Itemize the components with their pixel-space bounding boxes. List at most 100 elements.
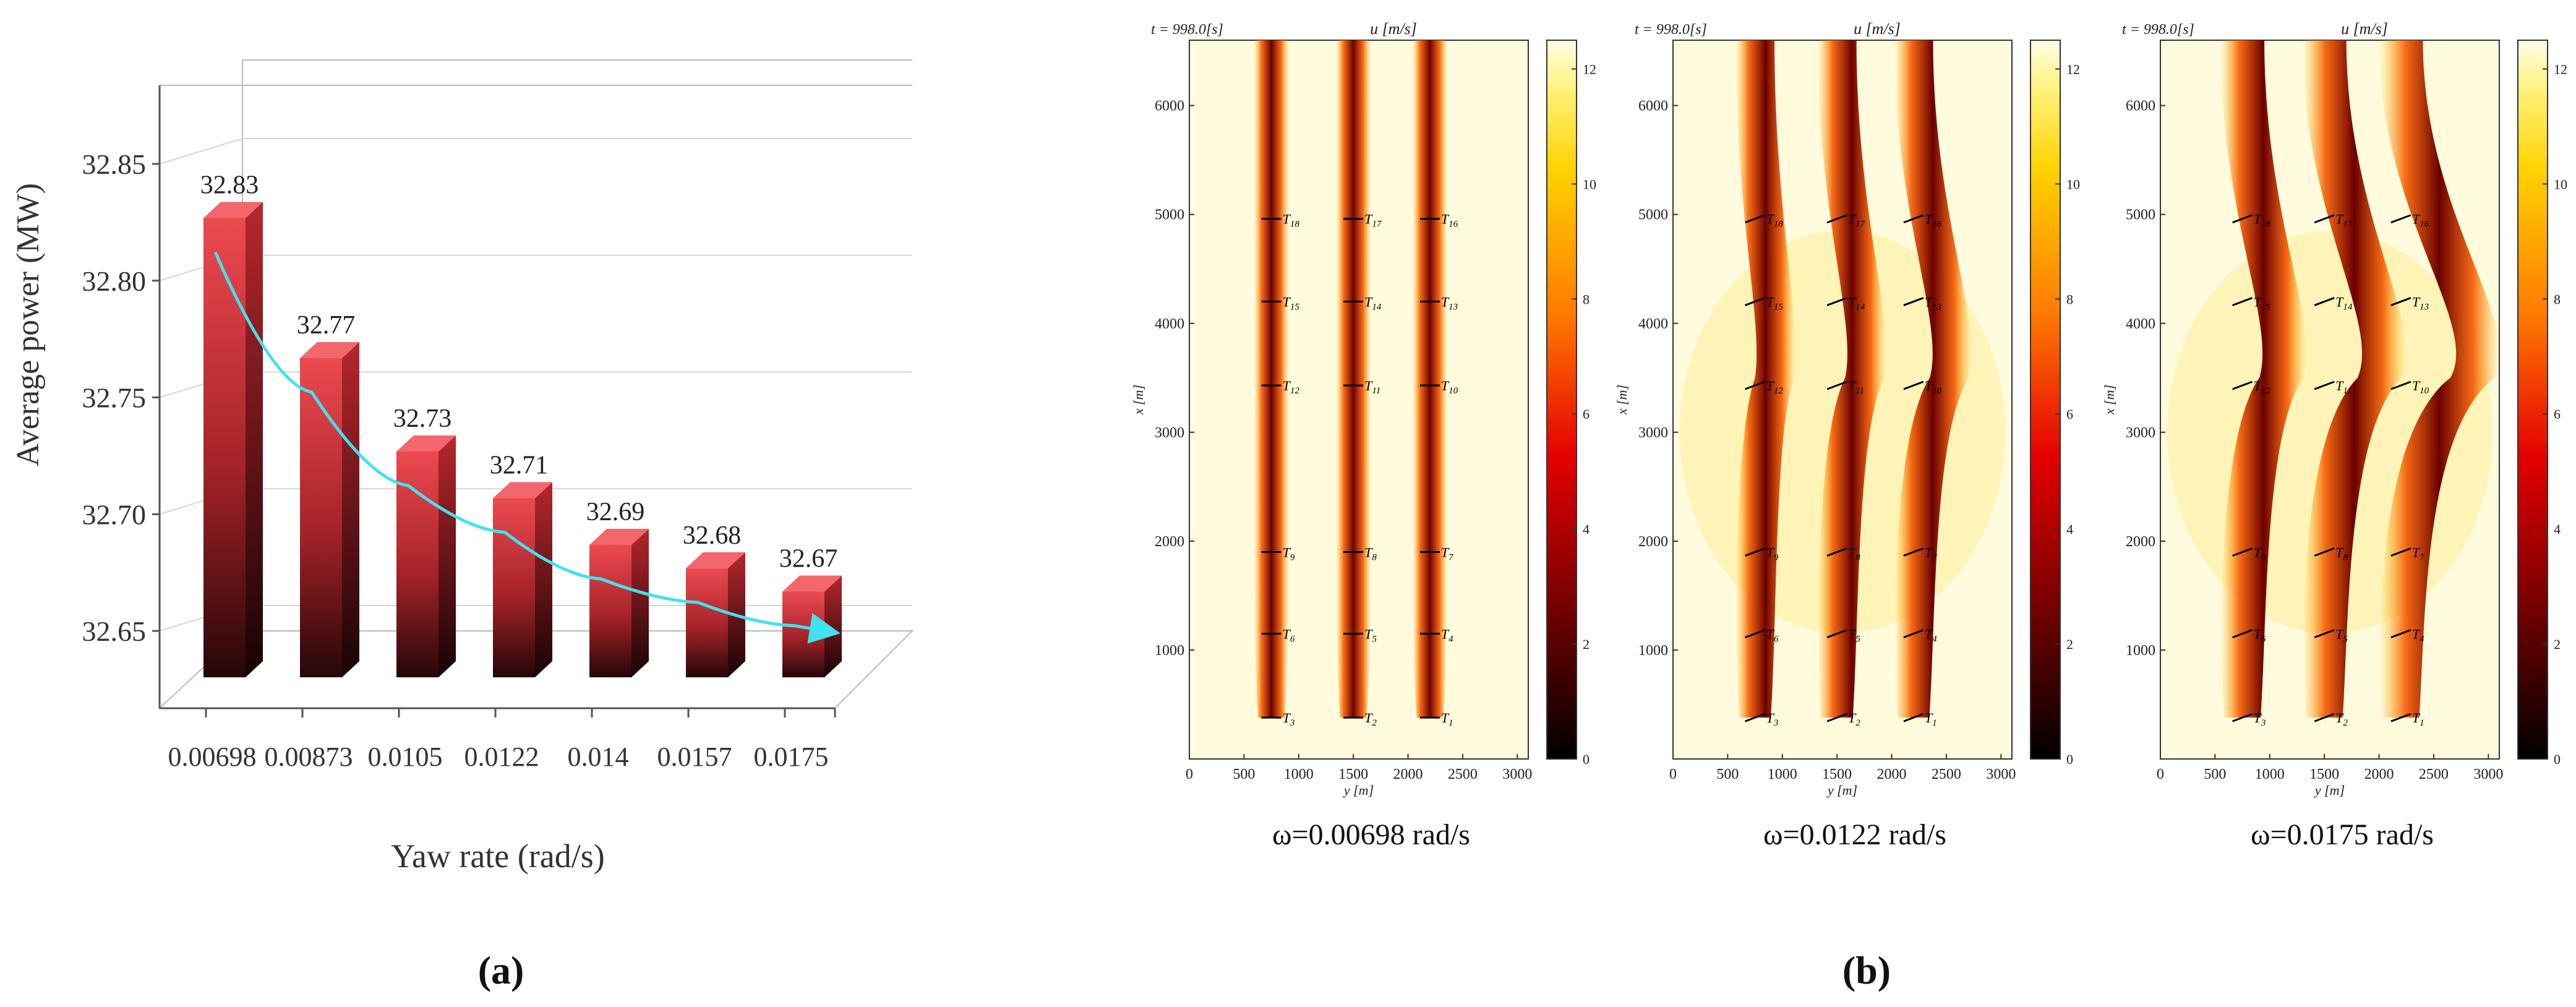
- bar: [493, 482, 552, 677]
- panel-b-label: (b): [1842, 948, 1891, 992]
- turbine-marker: [2232, 297, 2253, 306]
- x-tick-label: 500: [1716, 766, 1739, 782]
- x-tick-label: 500: [1233, 766, 1255, 782]
- bar-data-label: 32.73: [393, 405, 452, 433]
- wake-plume: [1735, 40, 1796, 718]
- turbine-label: T14: [1364, 294, 1382, 312]
- colorbar-tick-label: 2: [2554, 636, 2561, 652]
- colorbar: [2517, 40, 2548, 760]
- turbine-marker: [1745, 380, 1766, 390]
- bar-series: 32.83 32.77 32.73 32.71 32.69 32.68 32.67: [200, 171, 842, 677]
- x-tick-label: 2500: [1448, 766, 1478, 782]
- turbine-marker: [2390, 713, 2411, 722]
- colorbar-tick-label: 0: [1583, 752, 1590, 767]
- field-title: u [m/s]: [2341, 20, 2388, 38]
- x-tick-label: 3000: [1502, 766, 1532, 782]
- x-tick-label: 1000: [1768, 766, 1797, 782]
- colorbar-tick-label: 8: [1583, 291, 1590, 307]
- time-label: t = 998.0[s]: [1635, 22, 1707, 38]
- y-tick-label: 1000: [1155, 643, 1184, 659]
- wake-plume: [1894, 40, 1972, 718]
- colorbar-tick-label: 12: [2066, 61, 2080, 77]
- turbine-marker: [1826, 297, 1847, 306]
- turbine-marker: [2232, 380, 2253, 390]
- turbine-marker: [1826, 380, 1847, 390]
- field-title: u [m/s]: [1370, 20, 1417, 38]
- x-tick-label: 2000: [1393, 766, 1423, 782]
- colorbar-tick-label: 10: [1583, 176, 1596, 192]
- panel-caption: ω=0.0175 rad/s: [2251, 818, 2434, 851]
- y-tick-label: 1000: [1638, 643, 1668, 659]
- turbine-marker: [2314, 214, 2335, 224]
- x-tick-label: 0.014: [568, 742, 629, 772]
- colorbar-tick-label: 2: [2066, 636, 2073, 652]
- colorbar-tick-label: 12: [2554, 61, 2567, 77]
- y-axis: 32.85 32.80 32.75 32.70 32.65: [82, 85, 835, 709]
- turbine-marker: [2390, 214, 2411, 224]
- x-tick-label: 2500: [1932, 766, 1961, 782]
- y-tick-label: 4000: [2126, 316, 2155, 332]
- y-axis-label: x [m]: [2102, 385, 2117, 415]
- turbine-marker: [1903, 547, 1924, 557]
- colorbar: [2030, 40, 2061, 760]
- colorbar-tick-label: 2: [1583, 636, 1590, 652]
- bar: [589, 529, 649, 677]
- wake-plume: [2220, 40, 2307, 718]
- y-tick-label: 5000: [2126, 207, 2155, 223]
- y-tick-label: 2000: [1155, 534, 1184, 550]
- turbine-marker: [1826, 629, 1847, 638]
- colorbar: [1546, 40, 1577, 760]
- y-tick-label: 3000: [1155, 425, 1184, 441]
- x-tick-label: 0.00873: [265, 742, 353, 772]
- turbine-marker: [1745, 629, 1766, 638]
- x-tick-label: 0.0157: [657, 742, 732, 772]
- colorbar-tick-label: 6: [2554, 406, 2561, 422]
- y-tick-label: 6000: [1638, 98, 1668, 114]
- y-tick-label: 5000: [1155, 207, 1184, 223]
- y-tick-label: 32.70: [82, 499, 147, 530]
- y-tick-label: 6000: [2126, 98, 2155, 114]
- x-tick-label: 1000: [1284, 766, 1314, 782]
- y-tick-label: 6000: [1155, 98, 1184, 114]
- time-label: t = 998.0[s]: [2122, 22, 2194, 38]
- turbine-marker: [1903, 297, 1924, 306]
- wake-plume: [1254, 40, 1289, 718]
- x-axis-label: y [m]: [1826, 782, 1857, 798]
- x-tick-label: 2000: [1877, 766, 1907, 782]
- bar-data-label: 32.83: [200, 171, 259, 200]
- turbine-marker: [2314, 713, 2335, 722]
- turbine-marker: [1826, 547, 1847, 557]
- y-tick-label: 1000: [2126, 643, 2155, 659]
- y-tick-label: 2000: [1638, 534, 1668, 550]
- bar: [300, 342, 359, 677]
- x-axis-label: Yaw rate (rad/s): [391, 838, 604, 875]
- turbine-marker: [2314, 297, 2335, 306]
- turbine-marker: [1903, 629, 1924, 638]
- y-axis-label: x [m]: [1131, 385, 1146, 415]
- turbine-marker: [1903, 214, 1924, 224]
- turbine-marker: [1745, 547, 1766, 557]
- colorbar-tick-label: 4: [1583, 521, 1590, 537]
- y-tick-label: 4000: [1155, 316, 1184, 332]
- colorbar-tick-label: 8: [2554, 291, 2561, 307]
- field-title: u [m/s]: [1854, 20, 1901, 38]
- colorbar-tick-label: 6: [2066, 406, 2073, 422]
- colorbar-tick-label: 0: [2066, 752, 2073, 767]
- x-tick-label: 3000: [1986, 766, 2016, 782]
- x-axis-label: y [m]: [2314, 782, 2345, 798]
- turbine-marker: [2314, 629, 2335, 638]
- turbine-marker: [2314, 547, 2335, 557]
- wake-plume: [2302, 40, 2407, 718]
- x-tick-label: 0: [1669, 766, 1677, 782]
- x-tick-labels: 0.00698 0.00873 0.0105 0.0122 0.014 0.0157 0.0…: [168, 708, 836, 772]
- colorbar-tick-label: 10: [2066, 176, 2080, 192]
- y-tick-label: 4000: [1638, 316, 1668, 332]
- bar: [686, 552, 745, 677]
- turbine-marker: [2390, 547, 2411, 557]
- time-label: t = 998.0[s]: [1151, 22, 1223, 38]
- trend-arrow: [213, 251, 841, 644]
- x-tick-label: 2000: [2364, 766, 2394, 782]
- turbine-marker: [1745, 214, 1766, 224]
